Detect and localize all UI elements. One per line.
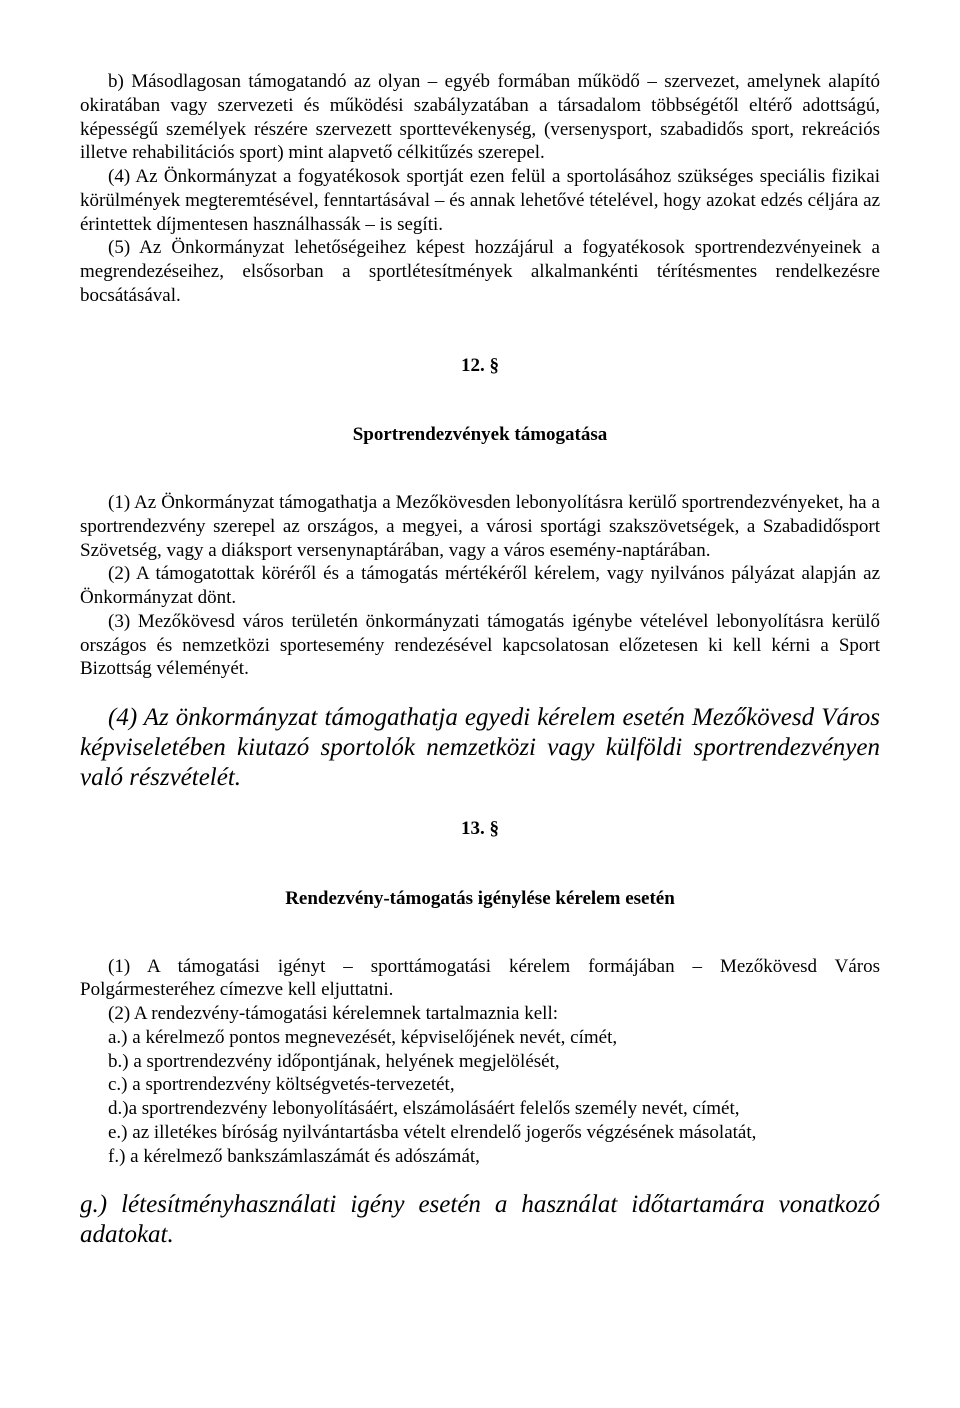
section-12-number: 12. §: [80, 354, 880, 378]
list-item-e: e.) az illetékes bíróság nyilvántartásba…: [80, 1121, 880, 1145]
section-13-title: Rendezvény-támogatás igénylése kérelem e…: [80, 887, 880, 911]
list-item-d: d.)a sportrendezvény lebonyolításáért, e…: [80, 1097, 880, 1121]
paragraph-b: b) Másodlagosan támogatandó az olyan – e…: [80, 70, 880, 165]
list-item-g-italic: g.) létesítményhasználati igény esetén a…: [80, 1190, 880, 1250]
section-12-p1: (1) Az Önkormányzat támogathatja a Mezők…: [80, 491, 880, 562]
paragraph-5: (5) Az Önkormányzat lehetőségeihez képes…: [80, 236, 880, 307]
section-13-p2: (2) A rendezvény-támogatási kérelemnek t…: [80, 1002, 880, 1026]
list-item-b: b.) a sportrendezvény időpontjának, hely…: [80, 1050, 880, 1074]
section-12-p4-italic: (4) Az önkormányzat támogathatja egyedi …: [80, 703, 880, 793]
section-12-title: Sportrendezvények támogatása: [80, 423, 880, 447]
section-12-p2: (2) A támogatottak köréről és a támogatá…: [80, 562, 880, 610]
section-13-p1: (1) A támogatási igényt – sporttámogatás…: [80, 955, 880, 1003]
list-item-c: c.) a sportrendezvény költségvetés-terve…: [80, 1073, 880, 1097]
list-item-a: a.) a kérelmező pontos megnevezését, kép…: [80, 1026, 880, 1050]
section-13-number: 13. §: [80, 817, 880, 841]
list-item-f: f.) a kérelmező bankszámlaszámát és adós…: [80, 1145, 880, 1169]
paragraph-4: (4) Az Önkormányzat a fogyatékosok sport…: [80, 165, 880, 236]
section-12-p3: (3) Mezőkövesd város területén önkormány…: [80, 610, 880, 681]
